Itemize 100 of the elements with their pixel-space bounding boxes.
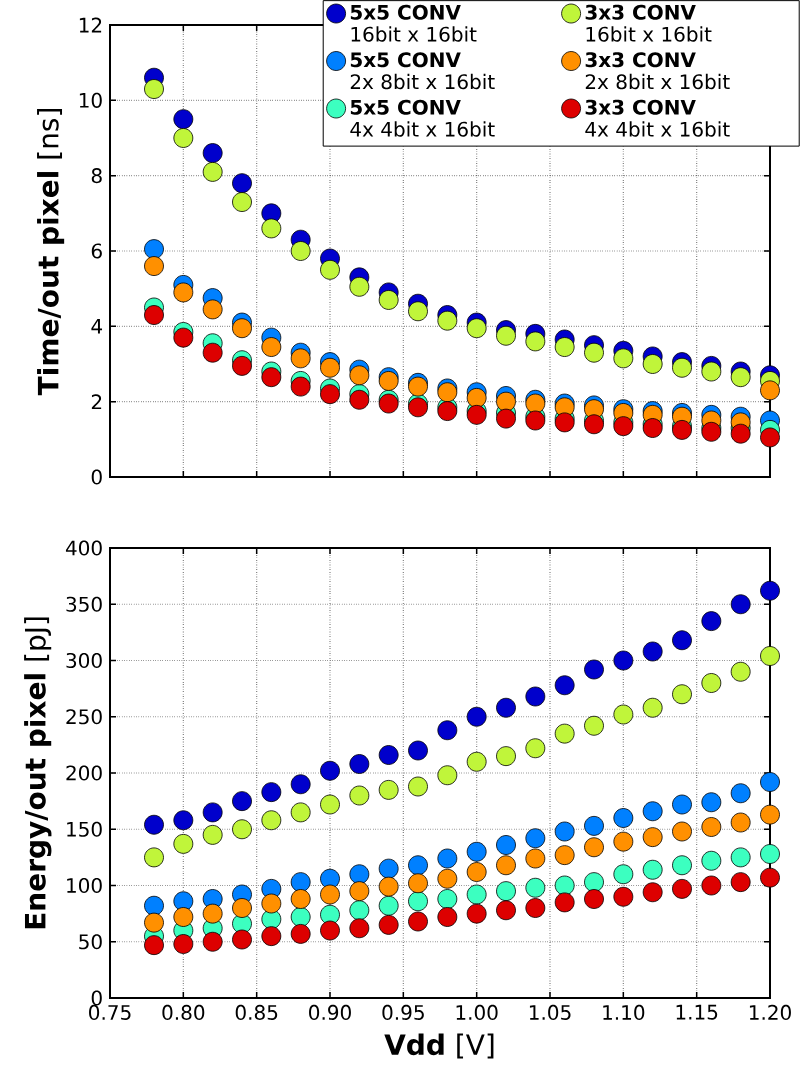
- point: [290, 774, 311, 795]
- point: [349, 864, 370, 885]
- point: [525, 738, 546, 759]
- point: [760, 380, 780, 401]
- point: [232, 173, 252, 194]
- point: [466, 706, 487, 727]
- point: [613, 808, 634, 828]
- point: [173, 907, 194, 927]
- point: [437, 720, 458, 741]
- point: [466, 903, 487, 924]
- point: [261, 926, 282, 947]
- point: [437, 310, 458, 331]
- point: [554, 845, 575, 866]
- point: [613, 704, 634, 725]
- point: [701, 875, 722, 896]
- point: [496, 408, 516, 429]
- point: [173, 934, 194, 954]
- point: [672, 684, 692, 705]
- point: [202, 299, 223, 320]
- point: [202, 161, 223, 182]
- y-tick-label: 0: [91, 990, 102, 1006]
- x-tick-label: 0.75: [89, 1004, 131, 1020]
- point: [466, 751, 487, 772]
- point: [584, 837, 604, 858]
- point: [554, 675, 575, 696]
- legend-label: 5x5 CONV 2x 8bit x 16bit: [350, 52, 495, 90]
- point: [760, 844, 780, 864]
- point: [672, 357, 692, 378]
- y-tick-label: 300: [66, 652, 102, 669]
- point: [320, 259, 340, 280]
- point: [466, 862, 487, 882]
- point: [613, 416, 634, 437]
- point: [378, 876, 399, 897]
- point: [672, 878, 692, 899]
- point: [144, 256, 164, 276]
- point: [672, 794, 692, 815]
- point: [408, 911, 428, 932]
- point: [232, 929, 252, 950]
- point: [496, 900, 516, 921]
- point: [349, 918, 370, 939]
- y-tick-label: 6: [91, 243, 102, 259]
- point: [466, 841, 487, 862]
- point: [554, 821, 575, 842]
- point: [525, 877, 546, 898]
- point: [613, 886, 634, 907]
- point: [408, 855, 428, 876]
- point: [584, 342, 604, 363]
- y-tick-label: 400: [65, 540, 102, 556]
- point: [173, 109, 194, 130]
- y-axis-title: Time/out pixel [ns]: [37, 109, 65, 396]
- point: [466, 884, 487, 905]
- point: [232, 819, 252, 840]
- point: [144, 912, 164, 933]
- legend-label: 3x3 CONV 2x 8bit x 16bit: [585, 52, 730, 90]
- point: [320, 357, 340, 378]
- point: [378, 895, 399, 916]
- point: [261, 367, 282, 388]
- x-tick-label: 0.90: [309, 1004, 351, 1020]
- point: [144, 814, 164, 835]
- point: [701, 611, 722, 632]
- point: [613, 831, 634, 852]
- point: [173, 128, 194, 148]
- point: [232, 355, 252, 376]
- point: [672, 630, 692, 651]
- point: [496, 835, 516, 855]
- point: [642, 859, 663, 880]
- y-tick-label: 100: [67, 877, 102, 894]
- y-tick-label: 10: [79, 92, 102, 108]
- point: [672, 821, 692, 842]
- point: [349, 900, 370, 921]
- point: [496, 391, 516, 412]
- point: [496, 881, 516, 902]
- point: [202, 342, 223, 363]
- point: [349, 881, 370, 902]
- point: [290, 872, 311, 893]
- point: [760, 772, 780, 792]
- point: [349, 754, 370, 774]
- point: [320, 884, 340, 905]
- x-tick-label: 1.10: [603, 1004, 645, 1020]
- point: [642, 801, 663, 822]
- point: [408, 873, 428, 894]
- y-tick-label: 50: [79, 934, 102, 950]
- point: [466, 404, 487, 425]
- point: [232, 318, 252, 339]
- y-tick-label: 4: [91, 319, 103, 334]
- point: [642, 882, 663, 903]
- point: [202, 931, 223, 952]
- point: [202, 143, 223, 163]
- x-axis-title: Vdd [V]: [384, 1033, 494, 1059]
- point: [202, 824, 223, 845]
- point: [437, 848, 458, 869]
- point: [349, 365, 370, 386]
- y-axis-title: Energy/out pixel [pJ]: [24, 617, 52, 929]
- point: [613, 650, 634, 671]
- point: [349, 389, 370, 410]
- x-tick-label: 0.85: [235, 1004, 278, 1020]
- point: [730, 783, 751, 804]
- point: [378, 858, 399, 879]
- point: [525, 331, 546, 352]
- point: [202, 802, 223, 823]
